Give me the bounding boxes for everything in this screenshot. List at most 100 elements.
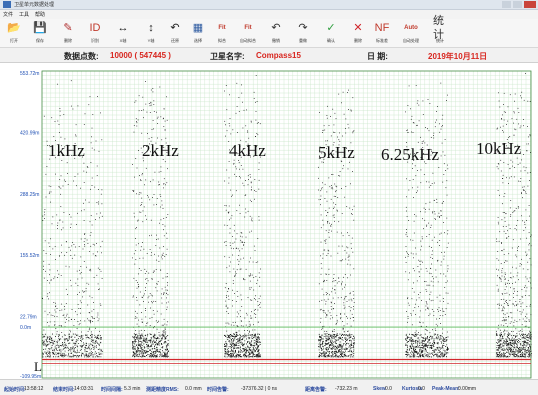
y-tick-label: 288.25m xyxy=(20,192,39,198)
status-value: -732.23 m xyxy=(335,386,358,392)
band-points-1kHz xyxy=(42,80,103,358)
minimize-icon[interactable] xyxy=(502,1,511,8)
band-points-5kHz xyxy=(318,89,355,358)
band-points-4kHz xyxy=(224,75,261,358)
toolbar-label: 删除 xyxy=(64,38,72,43)
status-value: -37376.32 | 0 ns xyxy=(241,386,278,392)
erase-icon: ✎ xyxy=(63,22,73,34)
satellite-label: 卫星名字: xyxy=(210,52,245,61)
plot-frame xyxy=(41,70,532,379)
date-label: 日 期: xyxy=(367,52,388,61)
toolbar-label: 确认 xyxy=(327,38,335,43)
band-label-4khz: 4kHz xyxy=(229,141,266,160)
check-icon: ✓ xyxy=(326,22,336,34)
band-label-6-25khz: 6.25kHz xyxy=(381,145,440,164)
select-icon: ▦ xyxy=(192,22,204,34)
menu-tools[interactable]: 工具 xyxy=(19,12,30,18)
toolbar: 📂 打开 💾 保存 ✎ 删除 ID 识别 ↔ X轴 ↕ Y轴 ↶ 还原 ▦ 选择 Fit 拟合 Fit 自动拟合 ↶ 撤销… xyxy=(0,15,538,48)
toolbar-button-delete[interactable]: ✕ 删除 xyxy=(348,21,368,47)
toolbar-button-save[interactable]: 💾 保存 xyxy=(30,21,50,47)
toolbar-button-undo-zoom[interactable]: ↶ 还原 xyxy=(165,21,185,47)
status-value: 0.00mm xyxy=(458,386,477,392)
y-tick-label: 553.72m xyxy=(20,71,39,77)
toolbar-button-check[interactable]: ✓ 确认 xyxy=(321,21,341,47)
toolbar-button-auto-fit[interactable]: Fit 自动拟合 xyxy=(238,21,258,47)
status-label: Peak-Mean: xyxy=(432,386,460,392)
status-label: 结束时间: xyxy=(53,387,75,393)
toolbar-label: 重做 xyxy=(299,38,307,43)
y-scale-icon: ↕ xyxy=(148,22,154,34)
manual-fit-icon: Fit xyxy=(218,25,226,31)
folder-open-icon: 📂 xyxy=(7,22,21,34)
y-tick-label: 0.0m xyxy=(20,325,31,331)
date-value: 2019年10月11日 xyxy=(428,52,488,61)
status-label: Kurtosis xyxy=(402,386,423,392)
toolbar-label: 删除 xyxy=(354,38,362,43)
toolbar-button-statistics[interactable]: 统计 统计 xyxy=(430,15,450,47)
toolbar-label: 自动处理 xyxy=(403,38,419,43)
band-points-2kHz xyxy=(132,81,169,358)
status-label: 起始时间: xyxy=(4,387,26,393)
band-label-2khz: 2kHz xyxy=(142,141,179,160)
toolbar-button-folder-open[interactable]: 📂 打开 xyxy=(4,21,24,47)
status-label: Skew xyxy=(373,386,386,392)
status-label: 时间告警: xyxy=(207,387,229,393)
status-value: 0.0 mm xyxy=(185,386,202,392)
toolbar-button-id[interactable]: ID 识别 xyxy=(85,21,105,47)
points-value: 10000 ( 547445 ) xyxy=(110,51,171,60)
band-label-10khz: 10kHz xyxy=(476,139,522,158)
y-tick-label: 420.99m xyxy=(20,130,39,136)
toolbar-button-x-scale[interactable]: ↔ X轴 xyxy=(113,21,133,47)
undo-icon: ↶ xyxy=(271,22,281,34)
close-icon[interactable] xyxy=(524,1,536,8)
toolbar-button-auto-process[interactable]: Auto 自动处理 xyxy=(401,21,421,47)
status-bar: 起始时间: 13:58:12 结束时间: 14:03:31 时间间隔: 5.3 min 测距… xyxy=(0,379,538,395)
band-points-6-25kHz xyxy=(405,82,449,358)
nf-icon: NF xyxy=(374,22,390,34)
redo-icon: ↷ xyxy=(298,22,308,34)
toolbar-label: 撤销 xyxy=(272,38,280,43)
toolbar-button-manual-fit[interactable]: Fit 拟合 xyxy=(212,21,232,47)
menu-bar: 文件 工具 帮助 xyxy=(0,10,538,19)
x-scale-icon: ↔ xyxy=(117,22,129,34)
toolbar-label: 保存 xyxy=(36,38,44,43)
menu-file[interactable]: 文件 xyxy=(3,12,14,18)
auto-fit-icon: Fit xyxy=(244,25,252,31)
info-bar: 数据点数: 10000 ( 547445 ) 卫星名字: Compass15 日… xyxy=(0,48,538,63)
toolbar-label: 还原 xyxy=(171,38,179,43)
toolbar-label: 标准差 xyxy=(376,38,388,43)
toolbar-button-select[interactable]: ▦ 选择 xyxy=(188,21,208,47)
toolbar-button-undo[interactable]: ↶ 撤销 xyxy=(266,21,286,47)
toolbar-button-y-scale[interactable]: ↕ Y轴 xyxy=(141,21,161,47)
toolbar-label: 选择 xyxy=(194,38,202,43)
baseline-letter: L xyxy=(34,359,42,374)
toolbar-label: 拟合 xyxy=(218,38,226,43)
toolbar-button-nf[interactable]: NF 标准差 xyxy=(372,21,392,47)
statistics-icon: 统计 xyxy=(433,15,444,41)
y-tick-label: 22.79m xyxy=(20,315,37,321)
toolbar-label: X轴 xyxy=(119,38,127,43)
plot-area[interactable]: 553.72m 420.99m 288.25m 155.52m 22.79m 0.0m -1… xyxy=(0,63,538,380)
toolbar-label: 识别 xyxy=(91,38,99,43)
delete-icon: ✕ xyxy=(353,22,363,34)
toolbar-button-erase[interactable]: ✎ 删除 xyxy=(58,21,78,47)
satellite-value: Compass15 xyxy=(256,51,301,60)
band-label-1khz: 1kHz xyxy=(48,141,85,160)
status-label: 测距精度RMS: xyxy=(146,387,179,393)
toolbar-label: 自动拟合 xyxy=(240,38,256,43)
menu-help[interactable]: 帮助 xyxy=(35,12,46,18)
auto-process-icon: Auto xyxy=(404,25,418,31)
status-value: 0.0 xyxy=(385,386,392,392)
status-value: 0.0 xyxy=(418,386,425,392)
status-value: 14:03:31 xyxy=(74,386,94,392)
save-icon: 💾 xyxy=(33,22,47,34)
toolbar-label: Y轴 xyxy=(147,38,155,43)
toolbar-button-redo[interactable]: ↷ 重做 xyxy=(293,21,313,47)
points-label: 数据点数: xyxy=(64,52,99,61)
title-bar: 卫星单元数据处理 xyxy=(0,0,538,10)
maximize-icon[interactable] xyxy=(513,1,522,8)
y-tick-label: 155.52m xyxy=(20,253,39,259)
window-title: 卫星单元数据处理 xyxy=(14,2,55,8)
band-label-5khz: 5kHz xyxy=(318,143,355,162)
status-label: 距离告警: xyxy=(305,387,327,393)
